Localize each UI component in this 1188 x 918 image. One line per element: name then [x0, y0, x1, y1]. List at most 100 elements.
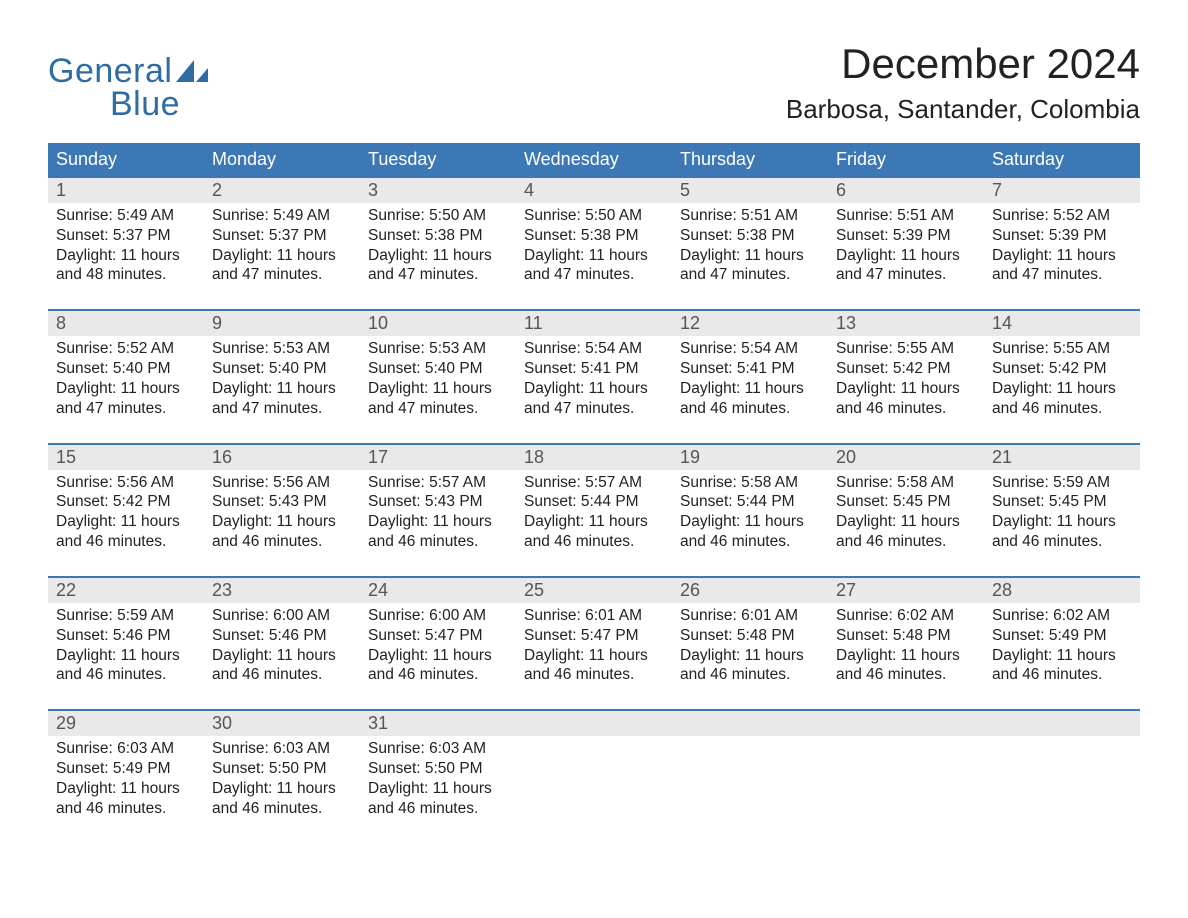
sunrise-line: Sunrise: 6:02 AM: [836, 606, 976, 626]
sunset-line: Sunset: 5:49 PM: [56, 759, 196, 779]
sunrise-line: Sunrise: 5:58 AM: [836, 473, 976, 493]
sunset-line: Sunset: 5:48 PM: [680, 626, 820, 646]
daylight-line-1: Daylight: 11 hours: [212, 512, 352, 532]
day-number: 13: [828, 311, 984, 336]
day-details: Sunrise: 6:03 AMSunset: 5:50 PMDaylight:…: [360, 736, 516, 818]
day-details: Sunrise: 5:59 AMSunset: 5:46 PMDaylight:…: [48, 603, 204, 685]
day-number: 25: [516, 578, 672, 603]
day-number: [984, 711, 1140, 736]
daylight-line-2: and 47 minutes.: [368, 265, 508, 285]
sunset-line: Sunset: 5:47 PM: [524, 626, 664, 646]
day-details: Sunrise: 5:50 AMSunset: 5:38 PMDaylight:…: [360, 203, 516, 285]
sunrise-line: Sunrise: 6:01 AM: [680, 606, 820, 626]
daylight-line-2: and 46 minutes.: [680, 399, 820, 419]
daylight-line-2: and 46 minutes.: [524, 665, 664, 685]
daylight-line-1: Daylight: 11 hours: [368, 379, 508, 399]
daylight-line-1: Daylight: 11 hours: [368, 779, 508, 799]
day-cell: 26Sunrise: 6:01 AMSunset: 5:48 PMDayligh…: [672, 578, 828, 701]
day-number: 22: [48, 578, 204, 603]
day-details: Sunrise: 5:56 AMSunset: 5:43 PMDaylight:…: [204, 470, 360, 552]
day-cell: 3Sunrise: 5:50 AMSunset: 5:38 PMDaylight…: [360, 178, 516, 301]
sunrise-line: Sunrise: 6:01 AM: [524, 606, 664, 626]
day-number: 29: [48, 711, 204, 736]
sunset-line: Sunset: 5:47 PM: [368, 626, 508, 646]
day-cell: 15Sunrise: 5:56 AMSunset: 5:42 PMDayligh…: [48, 445, 204, 568]
day-cell: 16Sunrise: 5:56 AMSunset: 5:43 PMDayligh…: [204, 445, 360, 568]
day-cell: 17Sunrise: 5:57 AMSunset: 5:43 PMDayligh…: [360, 445, 516, 568]
daylight-line-1: Daylight: 11 hours: [680, 646, 820, 666]
day-number: 2: [204, 178, 360, 203]
daylight-line-1: Daylight: 11 hours: [524, 646, 664, 666]
week-row: 15Sunrise: 5:56 AMSunset: 5:42 PMDayligh…: [48, 443, 1140, 568]
sunrise-line: Sunrise: 5:55 AM: [836, 339, 976, 359]
daylight-line-2: and 46 minutes.: [680, 532, 820, 552]
sail-icon: [176, 60, 208, 82]
day-details: Sunrise: 5:55 AMSunset: 5:42 PMDaylight:…: [828, 336, 984, 418]
day-details: Sunrise: 5:49 AMSunset: 5:37 PMDaylight:…: [48, 203, 204, 285]
sunset-line: Sunset: 5:37 PM: [56, 226, 196, 246]
week-row: 22Sunrise: 5:59 AMSunset: 5:46 PMDayligh…: [48, 576, 1140, 701]
day-cell: 1Sunrise: 5:49 AMSunset: 5:37 PMDaylight…: [48, 178, 204, 301]
sunrise-line: Sunrise: 5:57 AM: [368, 473, 508, 493]
day-number: 10: [360, 311, 516, 336]
day-number: 15: [48, 445, 204, 470]
daylight-line-2: and 47 minutes.: [992, 265, 1132, 285]
day-number: 17: [360, 445, 516, 470]
day-cell: [672, 711, 828, 834]
sunset-line: Sunset: 5:45 PM: [992, 492, 1132, 512]
day-cell: 18Sunrise: 5:57 AMSunset: 5:44 PMDayligh…: [516, 445, 672, 568]
daylight-line-2: and 47 minutes.: [212, 265, 352, 285]
sunset-line: Sunset: 5:42 PM: [56, 492, 196, 512]
day-number: 16: [204, 445, 360, 470]
day-header: Friday: [828, 143, 984, 176]
day-cell: 6Sunrise: 5:51 AMSunset: 5:39 PMDaylight…: [828, 178, 984, 301]
sunset-line: Sunset: 5:38 PM: [680, 226, 820, 246]
sunset-line: Sunset: 5:40 PM: [56, 359, 196, 379]
daylight-line-2: and 47 minutes.: [368, 399, 508, 419]
daylight-line-2: and 46 minutes.: [212, 532, 352, 552]
day-details: Sunrise: 5:56 AMSunset: 5:42 PMDaylight:…: [48, 470, 204, 552]
daylight-line-2: and 46 minutes.: [56, 665, 196, 685]
day-details: Sunrise: 5:49 AMSunset: 5:37 PMDaylight:…: [204, 203, 360, 285]
day-number: 9: [204, 311, 360, 336]
sunrise-line: Sunrise: 5:57 AM: [524, 473, 664, 493]
sunset-line: Sunset: 5:39 PM: [836, 226, 976, 246]
daylight-line-1: Daylight: 11 hours: [56, 379, 196, 399]
sunset-line: Sunset: 5:39 PM: [992, 226, 1132, 246]
sunset-line: Sunset: 5:38 PM: [368, 226, 508, 246]
daylight-line-1: Daylight: 11 hours: [680, 379, 820, 399]
sunset-line: Sunset: 5:38 PM: [524, 226, 664, 246]
sunset-line: Sunset: 5:43 PM: [212, 492, 352, 512]
day-details: Sunrise: 6:01 AMSunset: 5:48 PMDaylight:…: [672, 603, 828, 685]
day-number: 1: [48, 178, 204, 203]
daylight-line-2: and 47 minutes.: [524, 399, 664, 419]
sunrise-line: Sunrise: 5:51 AM: [836, 206, 976, 226]
daylight-line-1: Daylight: 11 hours: [836, 246, 976, 266]
sunrise-line: Sunrise: 6:03 AM: [212, 739, 352, 759]
sunrise-line: Sunrise: 5:51 AM: [680, 206, 820, 226]
day-cell: 8Sunrise: 5:52 AMSunset: 5:40 PMDaylight…: [48, 311, 204, 434]
day-cell: 21Sunrise: 5:59 AMSunset: 5:45 PMDayligh…: [984, 445, 1140, 568]
daylight-line-2: and 48 minutes.: [56, 265, 196, 285]
daylight-line-1: Daylight: 11 hours: [992, 512, 1132, 532]
sunrise-line: Sunrise: 5:53 AM: [212, 339, 352, 359]
daylight-line-1: Daylight: 11 hours: [680, 512, 820, 532]
sunrise-line: Sunrise: 6:02 AM: [992, 606, 1132, 626]
daylight-line-1: Daylight: 11 hours: [212, 646, 352, 666]
day-number: 20: [828, 445, 984, 470]
day-details: Sunrise: 5:53 AMSunset: 5:40 PMDaylight:…: [204, 336, 360, 418]
sunrise-line: Sunrise: 5:54 AM: [524, 339, 664, 359]
day-details: Sunrise: 5:58 AMSunset: 5:44 PMDaylight:…: [672, 470, 828, 552]
daylight-line-2: and 46 minutes.: [524, 532, 664, 552]
sunset-line: Sunset: 5:48 PM: [836, 626, 976, 646]
daylight-line-2: and 46 minutes.: [836, 532, 976, 552]
day-details: Sunrise: 5:52 AMSunset: 5:40 PMDaylight:…: [48, 336, 204, 418]
sunrise-line: Sunrise: 5:55 AM: [992, 339, 1132, 359]
day-details: Sunrise: 5:54 AMSunset: 5:41 PMDaylight:…: [672, 336, 828, 418]
day-header: Wednesday: [516, 143, 672, 176]
day-cell: 2Sunrise: 5:49 AMSunset: 5:37 PMDaylight…: [204, 178, 360, 301]
sunset-line: Sunset: 5:41 PM: [680, 359, 820, 379]
day-cell: 27Sunrise: 6:02 AMSunset: 5:48 PMDayligh…: [828, 578, 984, 701]
daylight-line-2: and 46 minutes.: [368, 665, 508, 685]
day-number: 4: [516, 178, 672, 203]
